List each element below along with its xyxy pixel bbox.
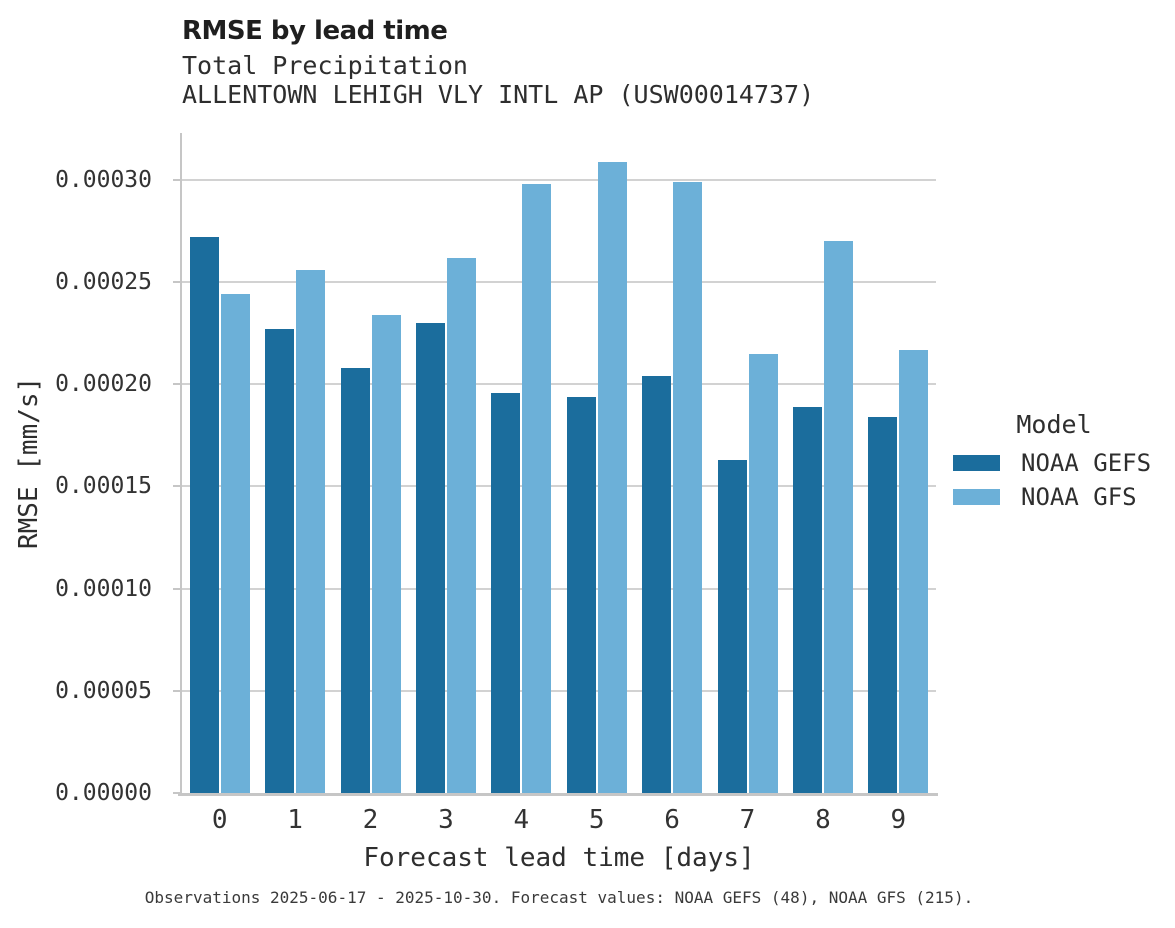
legend-title: Model xyxy=(1016,410,1092,439)
bar-noaa-gfs-day5 xyxy=(597,161,627,793)
gridline xyxy=(182,587,936,590)
y-tick-mark xyxy=(173,281,182,284)
y-tick-mark xyxy=(173,383,182,386)
gridline xyxy=(182,383,936,386)
bar-noaa-gfs-day0 xyxy=(220,294,250,793)
legend-entry: NOAA GFS xyxy=(953,483,1155,511)
gridline xyxy=(182,281,936,284)
bar-noaa-gefs-day3 xyxy=(415,323,445,793)
x-tick-label: 4 xyxy=(513,805,530,835)
plot-area: 0.00000 0.00005 0.00010 0.00015 0.00020 0.000… xyxy=(55,133,936,834)
legend-label: NOAA GEFS xyxy=(1021,449,1152,477)
y-tick-label: 0.00020 xyxy=(55,371,152,398)
bar-noaa-gefs-day4 xyxy=(491,392,521,793)
y-tick-mark xyxy=(173,485,182,488)
bar-noaa-gefs-day9 xyxy=(868,417,898,793)
gridline xyxy=(182,689,936,692)
x-axis-label: Forecast lead time [days] xyxy=(363,843,755,873)
bar-noaa-gefs-day1 xyxy=(265,329,295,793)
x-tick-label: 3 xyxy=(438,805,454,835)
bar-noaa-gefs-day7 xyxy=(717,459,747,793)
y-axis-line xyxy=(180,133,182,795)
legend-swatch-noaa-gfs xyxy=(953,489,1000,505)
x-tick-label: 1 xyxy=(287,805,303,835)
bar-noaa-gfs-day2 xyxy=(371,314,401,793)
y-tick-label: 0.00015 xyxy=(55,473,152,500)
bar-noaa-gefs-day8 xyxy=(792,406,822,793)
y-tick-label: 0.00010 xyxy=(55,575,152,602)
gridline xyxy=(182,485,936,488)
legend-entry: NOAA GEFS xyxy=(953,449,1155,477)
legend-label: NOAA GFS xyxy=(1021,483,1137,511)
bar-noaa-gefs-day2 xyxy=(340,367,370,793)
gridline xyxy=(182,178,936,181)
chart-subtitle-station: ALLENTOWN LEHIGH VLY INTL AP (USW0001473… xyxy=(182,80,815,109)
y-tick-mark xyxy=(173,178,182,181)
legend: Model NOAA GEFS NOAA GFS xyxy=(953,410,1155,519)
x-tick-label: 0 xyxy=(211,805,228,835)
y-tick-label: 0.00005 xyxy=(55,677,152,704)
bar-noaa-gefs-day6 xyxy=(642,376,672,793)
y-tick-label: 0.00030 xyxy=(55,166,152,193)
x-tick-label: 7 xyxy=(739,805,756,835)
y-tick-mark xyxy=(173,792,182,794)
bar-noaa-gefs-day0 xyxy=(189,237,219,793)
y-tick-mark xyxy=(173,587,182,590)
y-tick-mark xyxy=(173,689,182,692)
y-tick-label: 0.00000 xyxy=(55,780,152,806)
legend-swatch-noaa-gefs xyxy=(953,455,1000,471)
x-tick-label: 8 xyxy=(815,805,831,835)
y-tick-label: 0.00025 xyxy=(55,269,152,296)
legend-entries: NOAA GEFS NOAA GFS xyxy=(953,449,1155,511)
bar-noaa-gfs-day9 xyxy=(899,349,929,793)
x-tick-label: 9 xyxy=(890,805,907,835)
x-tick-label: 5 xyxy=(588,805,605,835)
x-axis-line xyxy=(178,793,938,796)
bar-noaa-gfs-day4 xyxy=(522,184,552,793)
bar-noaa-gfs-day8 xyxy=(823,241,853,793)
chart-title: RMSE by lead time xyxy=(182,16,448,46)
bar-noaa-gfs-day1 xyxy=(296,269,326,793)
x-tick-label: 2 xyxy=(362,805,379,835)
chart-subtitle-variable: Total Precipitation xyxy=(182,51,468,80)
caption-text: Observations 2025-06-17 - 2025-10-30. Fo… xyxy=(144,888,974,907)
x-tick-label: 6 xyxy=(664,805,680,835)
bar-noaa-gfs-day3 xyxy=(446,257,476,793)
bar-noaa-gefs-day5 xyxy=(566,396,596,793)
bar-noaa-gfs-day6 xyxy=(673,182,703,793)
bar-noaa-gfs-day7 xyxy=(748,353,778,793)
